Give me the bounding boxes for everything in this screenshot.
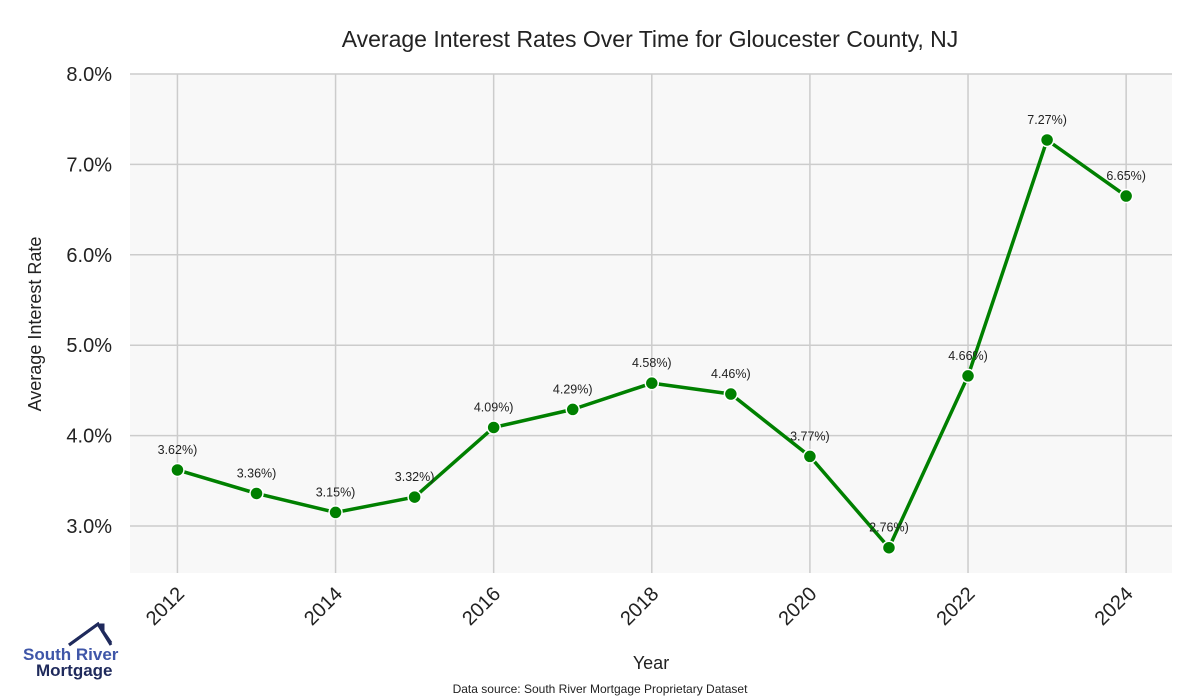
x-tick-label: 2024: [1091, 583, 1138, 630]
y-tick-label: 7.0%: [66, 154, 112, 176]
y-tick-label: 5.0%: [66, 335, 112, 357]
data-label: 4.09%): [474, 400, 514, 414]
data-label: 3.32%): [395, 470, 435, 484]
data-label: 7.27%): [1027, 113, 1067, 127]
data-label: 6.65%): [1106, 169, 1146, 183]
data-point: [723, 386, 739, 402]
x-tick-label: 2012: [142, 583, 189, 630]
data-point: [802, 449, 818, 464]
x-tick-label: 2018: [616, 583, 663, 630]
x-tick-label: 2020: [774, 583, 821, 630]
y-tick-label: 6.0%: [66, 245, 112, 267]
x-tick-label: 2014: [300, 583, 347, 630]
data-point: [249, 486, 264, 501]
logo-line1: South River: [23, 645, 119, 664]
y-axis-label: Average Interest Rate: [25, 237, 45, 412]
data-source-note: Data source: South River Mortgage Propri…: [453, 682, 748, 696]
data-label: 4.29%): [553, 382, 593, 396]
data-label: 3.77%): [790, 429, 830, 443]
data-point: [565, 402, 580, 417]
data-point: [1118, 188, 1134, 204]
y-tick-label: 4.0%: [66, 426, 112, 448]
plot-area: [130, 74, 1172, 573]
logo-line2: Mortgage: [36, 661, 113, 680]
data-label: 4.66%): [948, 349, 988, 363]
data-label: 4.46%): [711, 367, 751, 381]
data-label: 3.62%): [158, 443, 198, 457]
data-label: 3.36%): [237, 466, 277, 480]
data-label: 3.15%): [316, 485, 356, 499]
data-point: [328, 505, 343, 520]
data-label: 2.76%): [869, 521, 909, 535]
y-tick-label: 3.0%: [66, 516, 112, 538]
data-point: [170, 462, 185, 478]
logo: South River Mortgage: [23, 621, 119, 680]
data-point: [486, 420, 501, 435]
y-tick-label: 8.0%: [66, 64, 112, 86]
x-tick-label: 2016: [458, 583, 505, 630]
data-point: [644, 375, 660, 391]
x-axis-label: Year: [633, 653, 669, 673]
data-label: 4.58%): [632, 356, 672, 370]
data-point: [960, 368, 976, 384]
data-point: [881, 540, 897, 555]
data-point: [407, 489, 422, 505]
chart-title: Average Interest Rates Over Time for Glo…: [342, 26, 959, 52]
data-point: [1039, 132, 1055, 148]
x-tick-label: 2022: [933, 583, 980, 630]
